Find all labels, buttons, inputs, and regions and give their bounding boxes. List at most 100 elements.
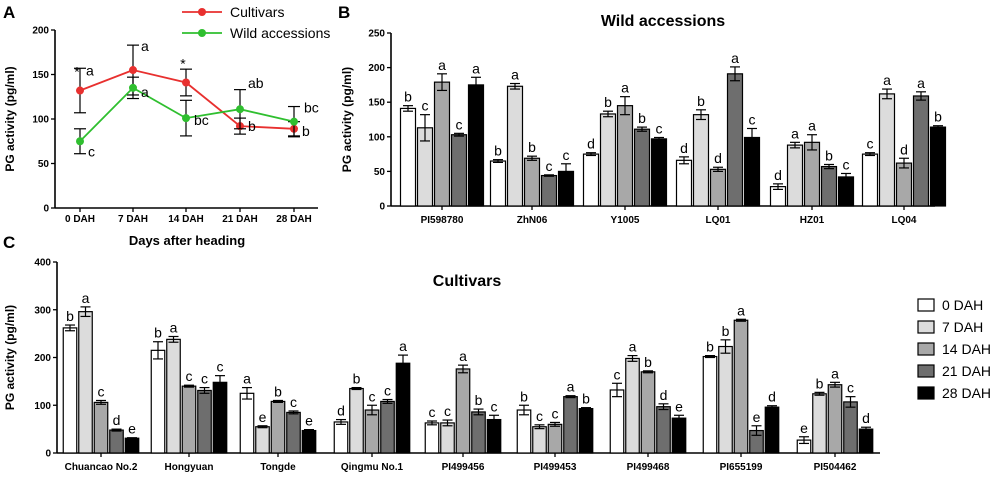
legend-label: 14 DAH [942, 341, 991, 357]
x-tick-label: PI499453 [534, 462, 577, 473]
panel-b-bar-chart: 0 50 100 150 200 250 PG activity (pg/ml) Wild a… [340, 13, 947, 226]
x-tick-label: PI499468 [627, 462, 670, 473]
y-tick-label: 200 [368, 63, 385, 74]
y-tick-label: 250 [368, 29, 385, 40]
significance-letter: e [753, 409, 761, 425]
significance-letter: c [536, 408, 543, 424]
y-tick-label: 100 [368, 132, 385, 143]
bar [270, 400, 286, 454]
bar [803, 141, 821, 207]
x-tick-label: LQ04 [891, 215, 916, 226]
y-tick-label: 50 [374, 167, 386, 178]
data-point [129, 83, 137, 92]
legend-swatch [917, 320, 935, 334]
legend-swatch [917, 364, 935, 378]
significance-letter: c [201, 371, 208, 387]
x-tick-label: PI499456 [442, 462, 485, 473]
y-tick-label: 150 [368, 98, 385, 109]
data-point [129, 66, 137, 75]
bar [599, 113, 617, 207]
significance-letter: a [731, 50, 739, 66]
bar [467, 84, 485, 207]
bar [424, 422, 440, 454]
significance-letter: c [369, 388, 376, 404]
chart-title: Cultivars [433, 273, 502, 290]
y-axis-label: PG activity (pg/ml) [3, 305, 17, 410]
bar [455, 368, 471, 454]
bar [301, 429, 317, 454]
significance-letter: e [305, 413, 313, 429]
significance-letter: e [259, 409, 267, 425]
data-point [290, 117, 298, 126]
significance-letter: b [697, 93, 705, 109]
significance-letter: d [862, 410, 870, 426]
significance-letter: c [384, 383, 391, 399]
legend-marker [198, 29, 206, 37]
x-tick-label: Tongde [260, 462, 296, 473]
significance-letter: c [867, 136, 874, 152]
significance-letter: c [491, 398, 498, 414]
chart-title: Wild accessions [601, 13, 725, 30]
significance-letter: b [353, 371, 361, 387]
x-tick-label: Y1005 [611, 215, 640, 226]
x-tick-label: Hongyuan [165, 462, 214, 473]
bar [212, 381, 228, 454]
bar [440, 422, 455, 454]
bar [726, 73, 744, 207]
panel-label-c: C [3, 233, 15, 252]
significance-letter: b [825, 147, 833, 163]
bar [929, 126, 947, 207]
y-tick-label: 300 [34, 305, 51, 316]
bar [786, 144, 804, 207]
significance-letter: a [621, 80, 629, 96]
significance-letter: c [290, 394, 297, 410]
significance-letter: b [66, 308, 74, 324]
significance-letter: a [629, 339, 637, 355]
y-tick-label: 0 [379, 202, 385, 213]
significance-letter: a [86, 63, 94, 79]
bar [239, 392, 255, 454]
y-tick-label: 0 [45, 449, 51, 460]
significance-letter: d [680, 140, 688, 156]
bar [650, 138, 668, 207]
significance-star: * [180, 56, 186, 72]
bar [692, 114, 710, 207]
significance-letter: a [399, 338, 407, 354]
data-point [76, 86, 84, 95]
legend-marker [198, 8, 206, 16]
significance-letter: c [847, 380, 854, 396]
significance-letter: e [128, 421, 136, 437]
significance-letter: d [337, 403, 345, 419]
bar [837, 176, 855, 207]
significance-letter: a [472, 60, 480, 76]
bar [255, 426, 270, 454]
significance-letter: c [552, 405, 559, 421]
y-tick-label: 200 [32, 26, 49, 37]
bar [532, 426, 547, 454]
legend-swatch [917, 342, 935, 356]
x-tick-label: PI598780 [421, 215, 464, 226]
significance-letter: d [774, 167, 782, 183]
legend-label: 21 DAH [942, 363, 991, 379]
y-tick-label: 200 [34, 353, 51, 364]
significance-star: * [74, 64, 80, 80]
significance-letter: bc [304, 100, 319, 116]
significance-letter: c [217, 359, 224, 375]
bar [633, 128, 651, 207]
significance-letter: b [722, 323, 730, 339]
significance-letter: a [141, 84, 149, 100]
bar [718, 345, 733, 454]
y-tick-label: 400 [34, 258, 51, 269]
bar [547, 423, 563, 454]
significance-letter: b [816, 375, 824, 391]
bar [150, 349, 166, 454]
significance-letter: c [186, 368, 193, 384]
x-tick-label: PI655199 [720, 462, 763, 473]
significance-letter: d [660, 387, 668, 403]
significance-letter: c [749, 111, 756, 127]
bar [616, 105, 634, 207]
bar [109, 429, 124, 454]
bar [540, 174, 558, 207]
panel-a-line-chart: 0 50 100 150 200 PG activity (pg/ml) 0 DAH 7 DA… [3, 4, 330, 248]
significance-letter: b [248, 118, 256, 134]
